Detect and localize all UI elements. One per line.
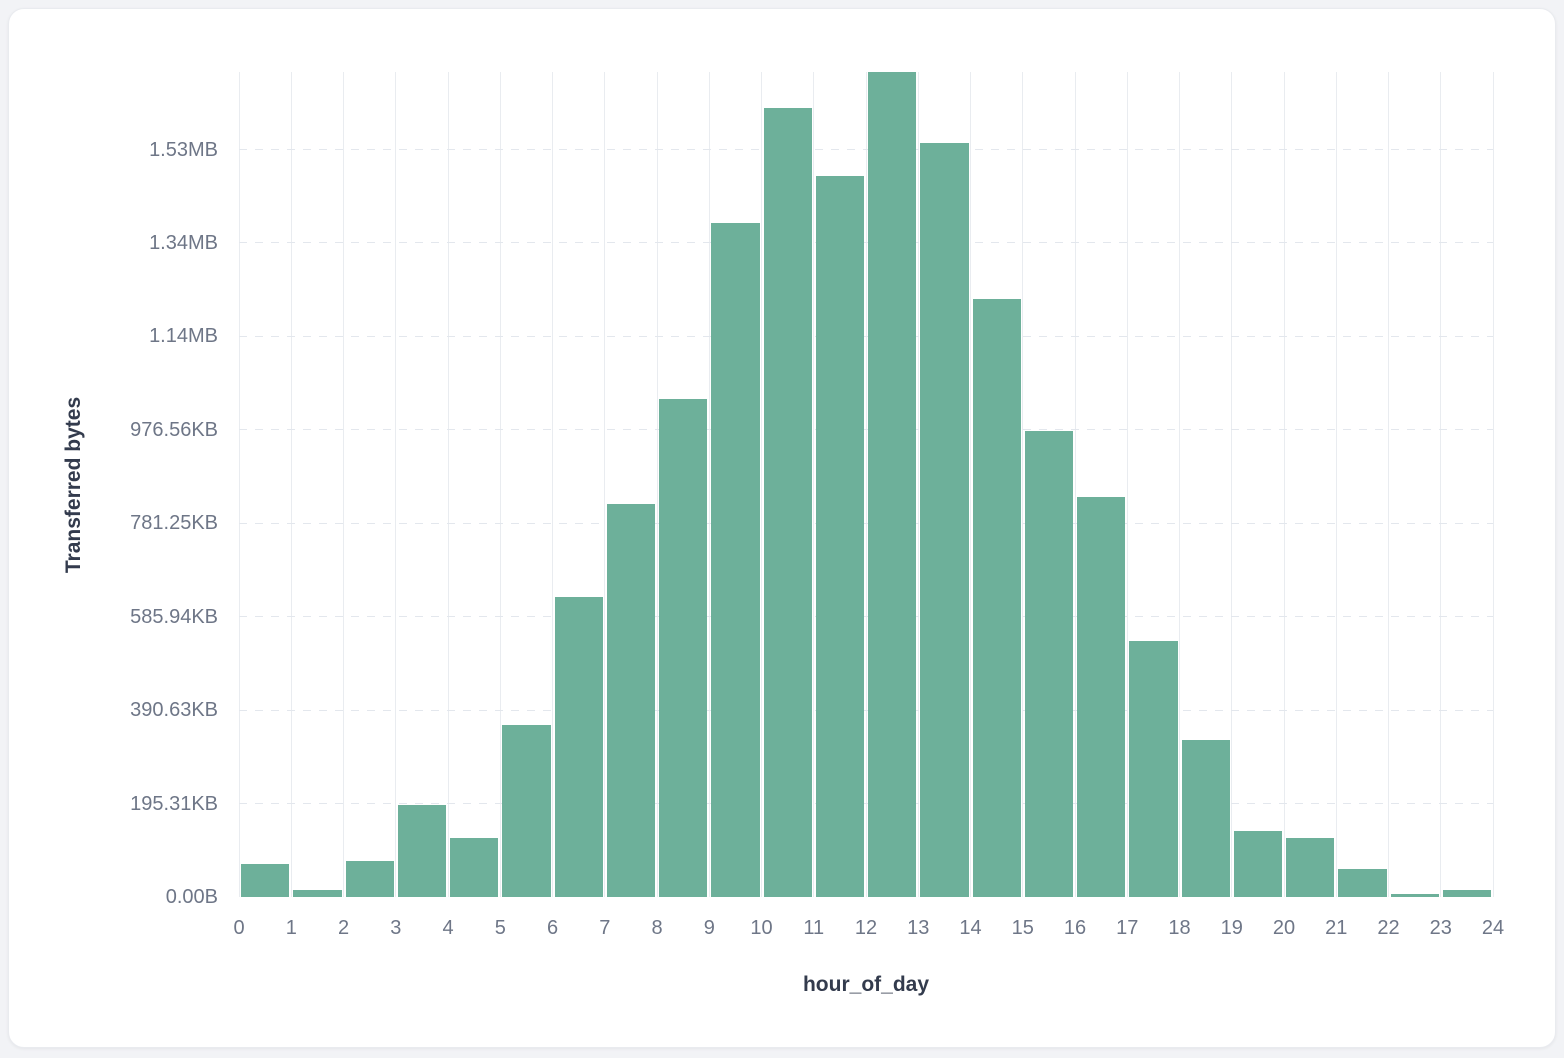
vertical-gridline <box>761 72 762 897</box>
histogram-bar <box>659 399 708 897</box>
x-tick-label: 13 <box>907 917 930 939</box>
histogram-bar <box>345 861 394 897</box>
y-tick-label: 390.63KB <box>130 699 218 722</box>
y-tick-label: 195.31KB <box>130 792 218 815</box>
histogram-bar <box>606 504 655 897</box>
x-tick-label: 22 <box>1377 917 1400 939</box>
histogram-bar <box>1181 740 1230 897</box>
x-tick-label: 9 <box>703 917 715 939</box>
x-tick-label: 23 <box>1429 917 1452 939</box>
vertical-gridline <box>604 72 606 897</box>
vertical-gridline <box>447 72 449 897</box>
horizontal-gridline <box>239 522 1493 524</box>
x-tick-label: 15 <box>1011 917 1034 939</box>
horizontal-gridline <box>239 149 1493 151</box>
x-axis-title: hour_of_day <box>802 973 930 996</box>
x-tick-label: 17 <box>1116 917 1139 939</box>
vertical-gridline <box>656 72 658 897</box>
vertical-gridline <box>290 72 292 897</box>
x-tick-label: 12 <box>854 917 878 939</box>
histogram-bar <box>293 890 342 897</box>
vertical-gridline <box>1231 72 1233 897</box>
histogram-bar <box>1442 890 1491 897</box>
vertical-gridline <box>343 72 344 897</box>
histogram-bar <box>1233 831 1282 897</box>
vertical-gridline <box>1179 72 1180 897</box>
vertical-gridline <box>395 72 397 897</box>
vertical-gridline <box>1074 72 1076 897</box>
plot-area: 0 1 2 3 4 5 6 7 8 9 10 11 12 13 14 15 16 17 18 19 20 21 22 23 24… <box>130 72 1504 939</box>
vertical-gridline <box>917 72 919 897</box>
y-tick-label: 585.94KB <box>130 605 218 628</box>
x-tick-label: 2 <box>337 917 350 939</box>
vertical-gridline <box>865 72 867 897</box>
histogram-bar <box>1390 894 1439 897</box>
horizontal-gridline <box>239 803 1493 805</box>
vertical-gridline <box>552 72 553 897</box>
x-tick-label: 3 <box>390 917 402 939</box>
x-tick-label: 19 <box>1220 917 1243 939</box>
x-tick-label: 4 <box>442 917 454 939</box>
y-tick-label: 781.25KB <box>130 512 218 535</box>
vertical-gridline <box>1492 72 1494 897</box>
chart-card: Transferred bytes 0 1 2 3 4 5 6 7 8 9 10 11 12 13 14 15… <box>8 8 1556 1048</box>
x-tick-label: 10 <box>750 917 773 939</box>
horizontal-gridline <box>239 335 1493 337</box>
y-tick-label: 1.14MB <box>149 325 218 348</box>
x-tick-label: 20 <box>1272 917 1296 939</box>
vertical-gridline <box>813 72 815 897</box>
horizontal-gridline <box>239 709 1493 711</box>
vertical-gridline <box>499 72 501 897</box>
horizontal-gridline <box>239 242 1493 244</box>
vertical-gridline <box>1388 72 1389 897</box>
y-axis-title: Transferred bytes <box>62 396 85 574</box>
y-tick-label: 976.56KB <box>130 418 218 441</box>
x-tick-label: 1 <box>285 917 297 939</box>
x-tick-label: 14 <box>959 917 982 939</box>
histogram-bar <box>554 597 603 897</box>
x-tick-label: 16 <box>1063 917 1087 939</box>
histogram-bar <box>502 725 551 897</box>
x-tick-label: 5 <box>494 917 506 939</box>
histogram-bar <box>972 299 1021 897</box>
x-tick-label: 7 <box>599 917 611 939</box>
histogram-bar <box>1338 869 1387 897</box>
horizontal-gridline <box>239 616 1493 618</box>
vertical-gridline <box>1335 72 1337 897</box>
vertical-gridline <box>1440 72 1442 897</box>
vertical-gridline <box>970 72 971 897</box>
vertical-gridline <box>238 72 240 897</box>
histogram-bar <box>1286 838 1335 897</box>
x-tick-label: 18 <box>1168 917 1191 939</box>
x-tick-label: 6 <box>546 917 559 939</box>
histogram-bar <box>1129 641 1178 897</box>
x-tick-label: 11 <box>803 917 825 939</box>
x-tick-label: 21 <box>1325 917 1348 939</box>
histogram-bar <box>1024 431 1073 897</box>
vertical-gridline <box>1126 72 1128 897</box>
y-tick-label: 0.00B <box>165 886 218 908</box>
histogram-bar <box>397 805 446 897</box>
vertical-gridline <box>708 72 710 897</box>
histogram-bar <box>450 838 499 897</box>
y-tick-label: 1.53MB <box>149 138 218 161</box>
histogram-bar <box>868 72 917 897</box>
histogram-bar <box>763 108 812 897</box>
x-tick-label: 0 <box>233 917 245 939</box>
vertical-gridline <box>1283 72 1285 897</box>
x-tick-label: 24 <box>1481 917 1505 939</box>
histogram-bar <box>1077 497 1126 897</box>
histogram-bar <box>711 223 760 897</box>
vertical-gridline <box>1022 72 1024 897</box>
histogram-bar <box>920 143 969 897</box>
y-tick-label: 1.34MB <box>149 231 218 254</box>
histogram-bar <box>241 864 290 897</box>
histogram-bar <box>815 176 864 897</box>
x-tick-label: 8 <box>651 917 663 939</box>
horizontal-gridline <box>239 429 1493 431</box>
